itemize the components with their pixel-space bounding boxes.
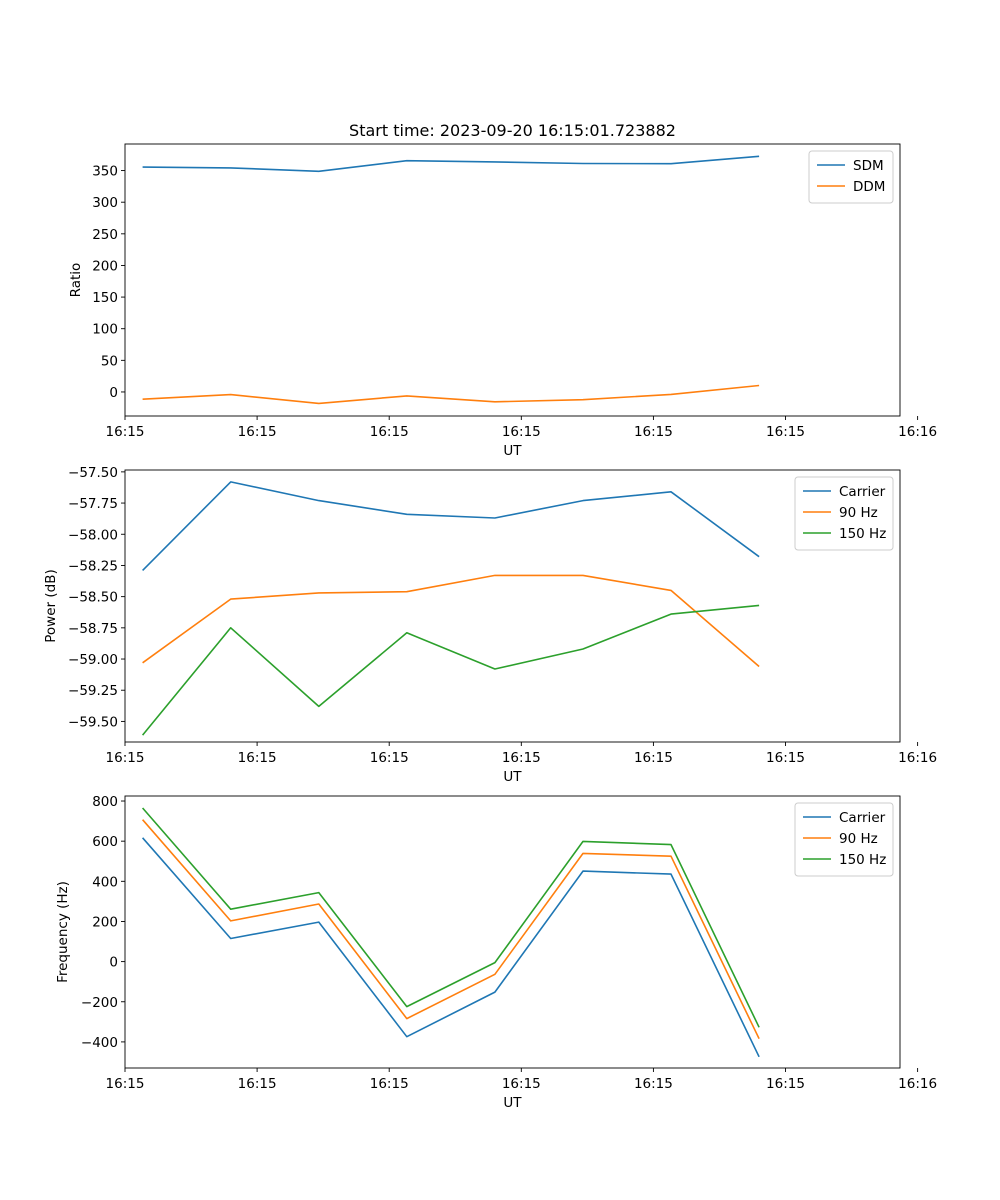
y-tick-label: 400 xyxy=(92,874,118,890)
y-tick-label: −59.50 xyxy=(68,714,118,730)
x-tick-label: 16:15 xyxy=(238,1076,277,1092)
x-tick-label: 16:15 xyxy=(238,424,277,440)
legend-label: Carrier xyxy=(839,484,886,500)
x-tick-label: 16:15 xyxy=(502,424,541,440)
x-tick-label: 16:16 xyxy=(898,750,937,766)
y-tick-label: 0 xyxy=(109,385,118,401)
y-tick-label: 0 xyxy=(109,955,118,971)
y-tick-label: −57.50 xyxy=(68,465,118,481)
legend-label: Carrier xyxy=(839,810,886,826)
y-tick-label: 200 xyxy=(92,258,118,274)
legend: SDM DDM xyxy=(808,150,894,204)
y-tick-label: −57.75 xyxy=(68,496,118,512)
series-line-sdm xyxy=(142,155,760,173)
x-tick-label: 16:15 xyxy=(766,750,805,766)
y-tick-label: −58.00 xyxy=(68,527,118,543)
chart-title: Start time: 2023-09-20 16:15:01.723882 xyxy=(349,121,676,140)
subplot-2: 16:15 16:15 16:15 16:15 16:15 16:15 16:16 −57.5… xyxy=(43,465,937,785)
y-tick-label: −58.75 xyxy=(68,621,118,637)
axes-frame xyxy=(124,143,901,417)
y-tick-label: −58.50 xyxy=(68,590,118,606)
x-tick-label: 16:15 xyxy=(106,1076,145,1092)
y-tick-label: 350 xyxy=(92,164,118,180)
legend-label: SDM xyxy=(853,158,884,174)
legend-label: 150 Hz xyxy=(839,852,886,868)
x-tick-label: 16:15 xyxy=(370,1076,409,1092)
y-axis-label: Power (dB) xyxy=(43,569,59,642)
y-tick-label: −59.25 xyxy=(68,683,118,699)
x-tick-label: 16:15 xyxy=(238,750,277,766)
x-axis-label: UT xyxy=(503,443,522,459)
legend-label: DDM xyxy=(853,179,885,195)
subplot-3: 16:15 16:15 16:15 16:15 16:15 16:15 16:16 800 60… xyxy=(55,794,937,1111)
legend-box xyxy=(808,150,894,204)
series-line-90-hz xyxy=(142,574,760,668)
y-tick-label: 150 xyxy=(92,290,118,306)
x-tick-label: 16:15 xyxy=(106,750,145,766)
y-tick-label: −400 xyxy=(81,1035,118,1051)
y-tick-label: 200 xyxy=(92,914,118,930)
series-line-ddm xyxy=(142,384,760,405)
y-tick-label: −59.00 xyxy=(68,652,118,668)
series-line-carrier xyxy=(141,837,760,1058)
y-tick-label: 100 xyxy=(92,322,118,338)
x-tick-label: 16:15 xyxy=(766,1076,805,1092)
series-line-150-hz xyxy=(141,807,760,1028)
y-tick-label: −200 xyxy=(81,995,118,1011)
y-tick-label: 600 xyxy=(92,834,118,850)
legend-box xyxy=(794,476,894,551)
legend-box xyxy=(794,802,894,877)
legend-label: 90 Hz xyxy=(839,505,878,521)
legend-label: 90 Hz xyxy=(839,831,878,847)
x-axis-label: UT xyxy=(503,769,522,785)
x-tick-label: 16:16 xyxy=(898,1076,937,1092)
x-tick-label: 16:15 xyxy=(634,1076,673,1092)
legend: Carrier 90 Hz 150 Hz xyxy=(794,476,894,551)
axes-frame xyxy=(124,795,901,1069)
y-tick-label: 800 xyxy=(92,794,118,810)
axes-frame xyxy=(124,469,901,743)
legend: Carrier 90 Hz 150 Hz xyxy=(794,802,894,877)
x-tick-label: 16:16 xyxy=(898,424,937,440)
series-line-90-hz xyxy=(141,819,760,1040)
y-tick-label: 300 xyxy=(92,195,118,211)
x-tick-label: 16:15 xyxy=(634,750,673,766)
x-tick-label: 16:15 xyxy=(766,424,805,440)
x-tick-label: 16:15 xyxy=(634,424,673,440)
x-tick-label: 16:15 xyxy=(106,424,145,440)
series-line-150-hz xyxy=(141,604,760,736)
series-line-carrier xyxy=(142,481,760,571)
x-axis-label: UT xyxy=(503,1095,522,1111)
x-tick-label: 16:15 xyxy=(502,1076,541,1092)
y-axis-label: Frequency (Hz) xyxy=(55,881,71,983)
x-tick-label: 16:15 xyxy=(502,750,541,766)
y-tick-label: −58.25 xyxy=(68,558,118,574)
subplots: 16:15 16:15 16:15 16:15 16:15 16:15 16:16 350 30… xyxy=(43,143,937,1111)
y-axis-label: Ratio xyxy=(68,263,84,298)
legend-label: 150 Hz xyxy=(839,526,886,542)
y-tick-label: 250 xyxy=(92,227,118,243)
x-tick-label: 16:15 xyxy=(370,424,409,440)
subplot-1: 16:15 16:15 16:15 16:15 16:15 16:15 16:16 350 30… xyxy=(68,143,937,459)
x-tick-label: 16:15 xyxy=(370,750,409,766)
y-tick-label: 50 xyxy=(101,353,118,369)
